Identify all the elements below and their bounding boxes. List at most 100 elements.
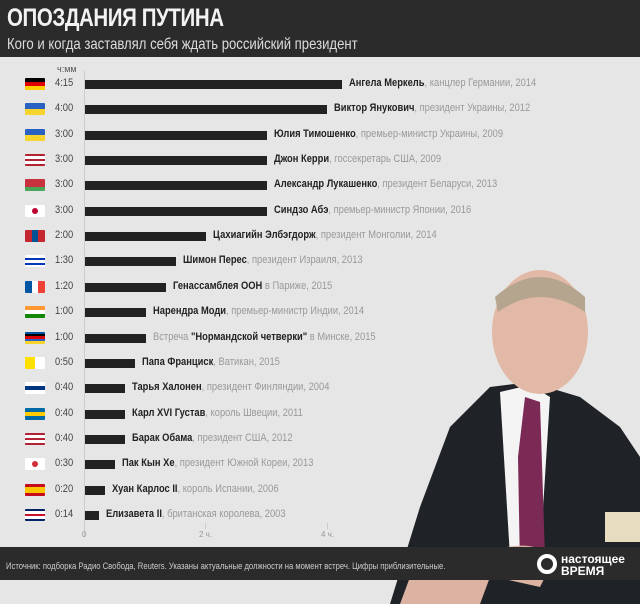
bar-label: Генассамблея ООН в Париже, 2015: [173, 280, 332, 292]
flag-icon: [25, 280, 45, 293]
tick-mark: [84, 523, 85, 529]
bar: [85, 105, 327, 115]
label-post: , король Швеции, 2011: [205, 406, 304, 419]
label-post: , президент Украины, 2012: [414, 102, 531, 115]
source-note: Источник: подборка Радио Свобода, Reuter…: [6, 561, 446, 571]
time-label: 0:30: [55, 457, 74, 470]
time-label: 1:00: [55, 305, 74, 318]
chart-row: 3:00 Юлия Тимошенко, премьер-министр Укра…: [0, 125, 600, 145]
label-name: Елизавета II: [106, 507, 163, 520]
chart-row: 0:30 Пак Кын Хе, президент Южной Кореи, 2…: [0, 454, 600, 474]
time-label: 4:00: [55, 102, 74, 115]
tick-label-4h: 4 ч.: [321, 530, 335, 539]
chart-row: 3:00 Александр Лукашенко, президент Белар…: [0, 175, 600, 195]
bar-label: Барак Обама, президент США, 2012: [132, 432, 293, 444]
flag-icon: [25, 483, 45, 496]
logo-icon: [537, 554, 557, 574]
label-name: Александр Лукашенко: [273, 178, 377, 191]
bar: [85, 409, 126, 419]
label-post: , британская королева, 2003: [162, 507, 286, 520]
bar-label: Шимон Перес, президент Израиля, 2013: [183, 254, 363, 266]
flag-icon: [25, 508, 45, 521]
page-title: ОПОЗДАНИЯ ПУТИНА: [7, 4, 224, 32]
flag-icon: [25, 78, 45, 90]
bar-label: Синдзо Абэ, премьер-министр Японии, 2016: [274, 204, 471, 216]
flag-icon: [25, 230, 45, 243]
label-name: Пак Кын Хе: [122, 457, 175, 470]
flag-icon: [25, 331, 45, 344]
label-name: Папа Франциск: [142, 355, 214, 368]
chart-row: 1:30 Шимон Перес, президент Израиля, 2013: [0, 251, 600, 271]
label-post: , президент Израиля, 2013: [246, 254, 363, 267]
time-label: 3:00: [55, 178, 74, 191]
bar: [85, 460, 116, 470]
label-name: Джон Керри: [273, 153, 329, 166]
footer: Источник: подборка Радио Свобода, Reuter…: [0, 547, 640, 580]
chart-row: 0:14 Елизавета II, британская королева, 2…: [0, 505, 600, 525]
header: ОПОЗДАНИЯ ПУТИНА Кого и когда заставлял …: [0, 0, 640, 57]
tick-mark: [327, 523, 328, 529]
flag-icon: [25, 154, 45, 167]
time-label: 2:00: [55, 229, 74, 242]
flag-icon: [25, 179, 45, 192]
label-post: в Минске, 2015: [306, 330, 376, 343]
bar: [85, 358, 136, 368]
flag-icon: [25, 204, 45, 217]
bar: [85, 206, 267, 216]
label-post: в Париже, 2015: [261, 279, 332, 292]
bar-chart: ч:мм 4:15 Ангела Меркель, канцлер Германи…: [0, 57, 640, 604]
label-name: Хуан Карлос II: [112, 482, 178, 495]
label-name: Нарендра Моди: [152, 305, 226, 318]
bar: [85, 333, 146, 343]
bar: [85, 384, 126, 394]
bar: [85, 130, 267, 140]
chart-row: 2:00 Цахиагийн Элбэгдорж, президент Монго…: [0, 226, 600, 246]
label-name: Тарья Халонен: [132, 381, 202, 394]
label-post: , Ватикан, 2015: [213, 355, 281, 368]
label-post: , президент Монголии, 2014: [315, 229, 437, 242]
label-name: Юлия Тимошенко: [273, 127, 356, 140]
flag-icon: [25, 407, 45, 420]
bar: [85, 232, 206, 242]
logo-line1: настоящее: [561, 552, 625, 566]
label-name: Карл XVI Густав: [132, 406, 206, 419]
label-post: , премьер-министр Японии, 2016: [327, 203, 471, 216]
label-post: , госсекретарь США, 2009: [328, 153, 441, 166]
label-pre: Встреча: [152, 330, 191, 343]
logo-line2: время: [561, 564, 605, 578]
chart-row: 1:00 Нарендра Моди, премьер-министр Индии…: [0, 302, 600, 322]
label-name: Шимон Перес: [182, 254, 247, 267]
label-post: , канцлер Германии, 2014: [424, 77, 537, 89]
unit-label: ч:мм: [57, 64, 77, 74]
label-post: , премьер-министр Индии, 2014: [225, 305, 364, 318]
flag-icon: [25, 306, 45, 319]
flag-icon: [25, 103, 45, 116]
time-label: 1:00: [55, 330, 74, 343]
bar-label: Пак Кын Хе, президент Южной Кореи, 2013: [122, 457, 313, 469]
time-label: 0:20: [55, 482, 74, 495]
bar-label: Ангела Меркель, канцлер Германии, 2014: [349, 77, 536, 89]
tick-mark: [205, 523, 206, 529]
bar-label: Виктор Янукович, президент Украины, 2012: [334, 102, 530, 114]
flag-icon: [25, 356, 45, 369]
time-label: 0:40: [55, 381, 74, 394]
time-label: 0:40: [55, 431, 74, 444]
label-name: Синдзо Абэ: [273, 203, 328, 216]
time-label: 3:00: [55, 153, 74, 166]
label-name: Генассамблея ООН: [172, 279, 262, 292]
chart-row: 1:20 Генассамблея ООН в Париже, 2015: [0, 277, 600, 297]
chart-row: 0:40 Барак Обама, президент США, 2012: [0, 429, 600, 449]
bar-label: Юлия Тимошенко, премьер-министр Украины,…: [274, 128, 503, 140]
label-name: Барак Обама: [132, 431, 193, 444]
time-label: 3:00: [55, 127, 74, 140]
label-name: Ангела Меркель: [349, 77, 425, 89]
chart-row: 1:00 Встреча "Нормандской четверки" в Мин…: [0, 328, 600, 348]
tick-label-0: 0: [82, 530, 87, 539]
time-label: 3:00: [55, 203, 74, 216]
bar-label: Хуан Карлос II, король Испании, 2006: [112, 483, 279, 495]
chart-row: 0:50 Папа Франциск, Ватикан, 2015: [0, 353, 600, 373]
bar-label: Встреча "Нормандской четверки" в Минске,…: [153, 331, 376, 343]
bar-label: Джон Керри, госсекретарь США, 2009: [274, 153, 441, 165]
bar-label: Александр Лукашенко, президент Беларуси,…: [274, 178, 497, 190]
label-post: , президент Южной Кореи, 2013: [174, 457, 314, 470]
